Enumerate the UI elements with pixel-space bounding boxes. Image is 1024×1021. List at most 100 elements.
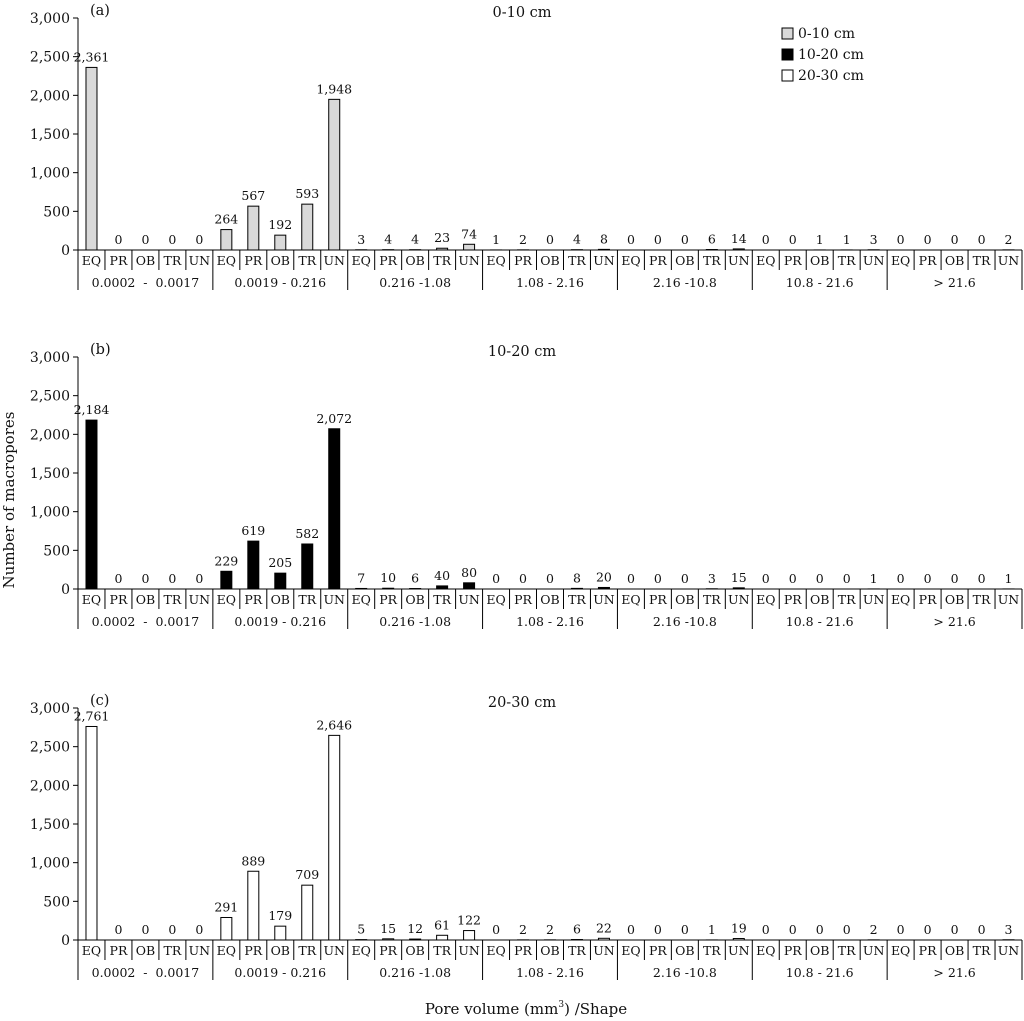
bar <box>328 734 341 941</box>
bar <box>274 925 287 941</box>
value-label: 889 <box>241 853 265 868</box>
panel-title: 20-30 cm <box>488 695 557 711</box>
bar <box>382 938 395 941</box>
value-label: 192 <box>268 217 292 232</box>
value-label: 7 <box>357 570 365 585</box>
group-label: 0.0002 - 0.0017 <box>92 614 200 629</box>
category-label: OB <box>405 943 424 958</box>
value-label: 0 <box>978 922 986 937</box>
category-label: PR <box>514 943 532 958</box>
group-label: 0.0019 - 0.216 <box>234 614 326 629</box>
category-label: OB <box>675 592 694 607</box>
value-label: 80 <box>461 565 477 580</box>
category-label: OB <box>271 592 290 607</box>
group-label: 1.08 - 2.16 <box>516 614 584 629</box>
value-label: 205 <box>268 555 292 570</box>
category-label: UN <box>863 943 885 958</box>
y-tick-label: 1,000 <box>30 166 70 182</box>
value-label: 0 <box>168 571 176 586</box>
value-label: 291 <box>214 899 238 914</box>
value-label: 0 <box>843 571 851 586</box>
value-label: 6 <box>573 922 581 937</box>
category-label: PR <box>379 253 397 268</box>
value-label: 0 <box>951 232 959 247</box>
category-label: EQ <box>352 253 371 268</box>
category-label: TR <box>973 253 991 268</box>
category-label: PR <box>244 592 262 607</box>
value-label: 0 <box>951 571 959 586</box>
value-label: 14 <box>731 231 747 246</box>
value-label: 2,361 <box>74 49 110 64</box>
group-label: 0.0019 - 0.216 <box>234 965 326 980</box>
category-label: UN <box>863 592 885 607</box>
category-label: PR <box>110 943 128 958</box>
panel-label: (b) <box>90 342 111 358</box>
group-label: 0.216 -1.08 <box>379 965 451 980</box>
value-label: 0 <box>654 571 662 586</box>
category-label: TR <box>568 943 586 958</box>
value-label: 0 <box>816 571 824 586</box>
value-label: 10 <box>380 570 396 585</box>
value-label: 2 <box>1005 232 1013 247</box>
category-label: UN <box>593 592 615 607</box>
value-label: 567 <box>241 188 265 203</box>
bar <box>247 870 260 941</box>
value-label: 0 <box>789 571 797 586</box>
category-label: TR <box>703 253 721 268</box>
category-label: EQ <box>486 592 505 607</box>
value-label: 0 <box>681 232 689 247</box>
value-label: 2 <box>519 232 527 247</box>
y-tick-label: 2,000 <box>30 427 70 443</box>
category-label: OB <box>540 253 559 268</box>
value-label: 2,646 <box>316 717 352 732</box>
y-axis-label: Number of macropores <box>0 412 18 589</box>
value-label: 0 <box>762 571 770 586</box>
value-label: 709 <box>295 867 319 882</box>
y-tick-label: 0 <box>61 243 70 259</box>
category-label: TR <box>433 253 451 268</box>
category-label: PR <box>244 253 262 268</box>
category-label: EQ <box>756 253 775 268</box>
value-label: 3 <box>870 232 878 247</box>
legend-swatch-20-30 <box>781 69 794 82</box>
bar <box>436 585 449 590</box>
value-label: 619 <box>241 523 265 538</box>
value-label: 0 <box>492 922 500 937</box>
panel-title: 0-10 cm <box>492 5 551 21</box>
value-label: 229 <box>214 553 238 568</box>
value-label: 0 <box>654 232 662 247</box>
value-label: 1 <box>1005 571 1013 586</box>
category-label: PR <box>919 253 937 268</box>
value-label: 2 <box>870 922 878 937</box>
category-label: OB <box>675 943 694 958</box>
value-label: 19 <box>731 921 747 936</box>
category-label: UN <box>728 592 750 607</box>
bar <box>382 587 395 590</box>
category-label: PR <box>379 592 397 607</box>
value-label: 0 <box>141 232 149 247</box>
value-label: 61 <box>434 917 450 932</box>
category-label: TR <box>433 592 451 607</box>
value-label: 15 <box>380 921 396 936</box>
value-label: 0 <box>978 571 986 586</box>
group-label: 0.0002 - 0.0017 <box>92 965 200 980</box>
category-label: EQ <box>217 943 236 958</box>
value-label: 1 <box>708 922 716 937</box>
bar <box>85 725 98 941</box>
y-tick-label: 1,500 <box>30 817 70 833</box>
category-label: EQ <box>82 943 101 958</box>
y-tick-label: 0 <box>61 582 70 598</box>
value-label: 0 <box>654 922 662 937</box>
panel-title: 10-20 cm <box>488 344 557 360</box>
group-label: 2.16 -10.8 <box>653 965 717 980</box>
category-label: EQ <box>217 592 236 607</box>
y-tick-label: 1,500 <box>30 127 70 143</box>
category-label: OB <box>945 592 964 607</box>
category-label: EQ <box>891 943 910 958</box>
value-label: 2,761 <box>74 708 110 723</box>
category-label: UN <box>458 253 480 268</box>
value-label: 0 <box>978 232 986 247</box>
y-tick-label: 500 <box>43 894 70 910</box>
category-label: UN <box>323 253 345 268</box>
bar <box>274 572 287 590</box>
